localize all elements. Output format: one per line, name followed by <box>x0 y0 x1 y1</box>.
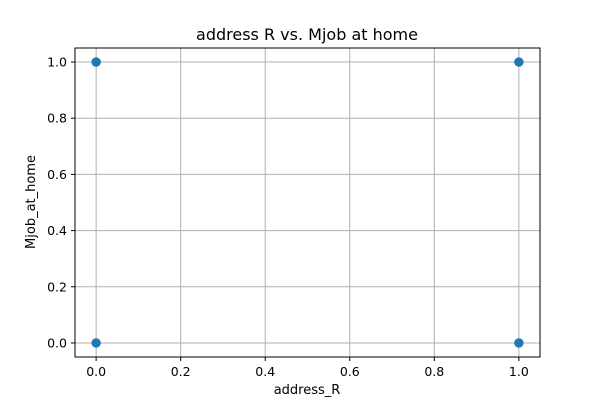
grid <box>75 48 540 357</box>
x-tick-label: 0.4 <box>255 364 275 379</box>
data-points <box>91 57 524 348</box>
x-tick-label: 0.6 <box>340 364 360 379</box>
x-axis-label: address_R <box>274 383 341 398</box>
y-tick-label: 0.0 <box>47 335 67 350</box>
axis-ticks: 0.0 0.2 0.4 0.6 0.8 1.0 0.0 0.2 0.4 0.6 0.8 1.0 <box>47 55 529 379</box>
x-tick-label: 0.2 <box>171 364 191 379</box>
x-tick-label: 0.0 <box>86 364 106 379</box>
x-tick-label: 1.0 <box>509 364 529 379</box>
y-tick-label: 0.2 <box>47 279 67 294</box>
scatter-point <box>91 338 101 348</box>
y-tick-label: 0.6 <box>47 167 67 182</box>
y-tick-label: 0.8 <box>47 111 67 126</box>
chart-title: address R vs. Mjob at home <box>196 25 418 44</box>
plot-area-frame <box>74 47 541 358</box>
y-tick-label: 1.0 <box>47 55 67 70</box>
x-tick-label: 0.8 <box>424 364 444 379</box>
y-axis-label: Mjob_at_home <box>24 155 39 249</box>
scatter-point <box>514 57 524 67</box>
scatter-point <box>91 57 101 67</box>
scatter-point <box>514 338 524 348</box>
y-tick-label: 0.4 <box>47 223 67 238</box>
